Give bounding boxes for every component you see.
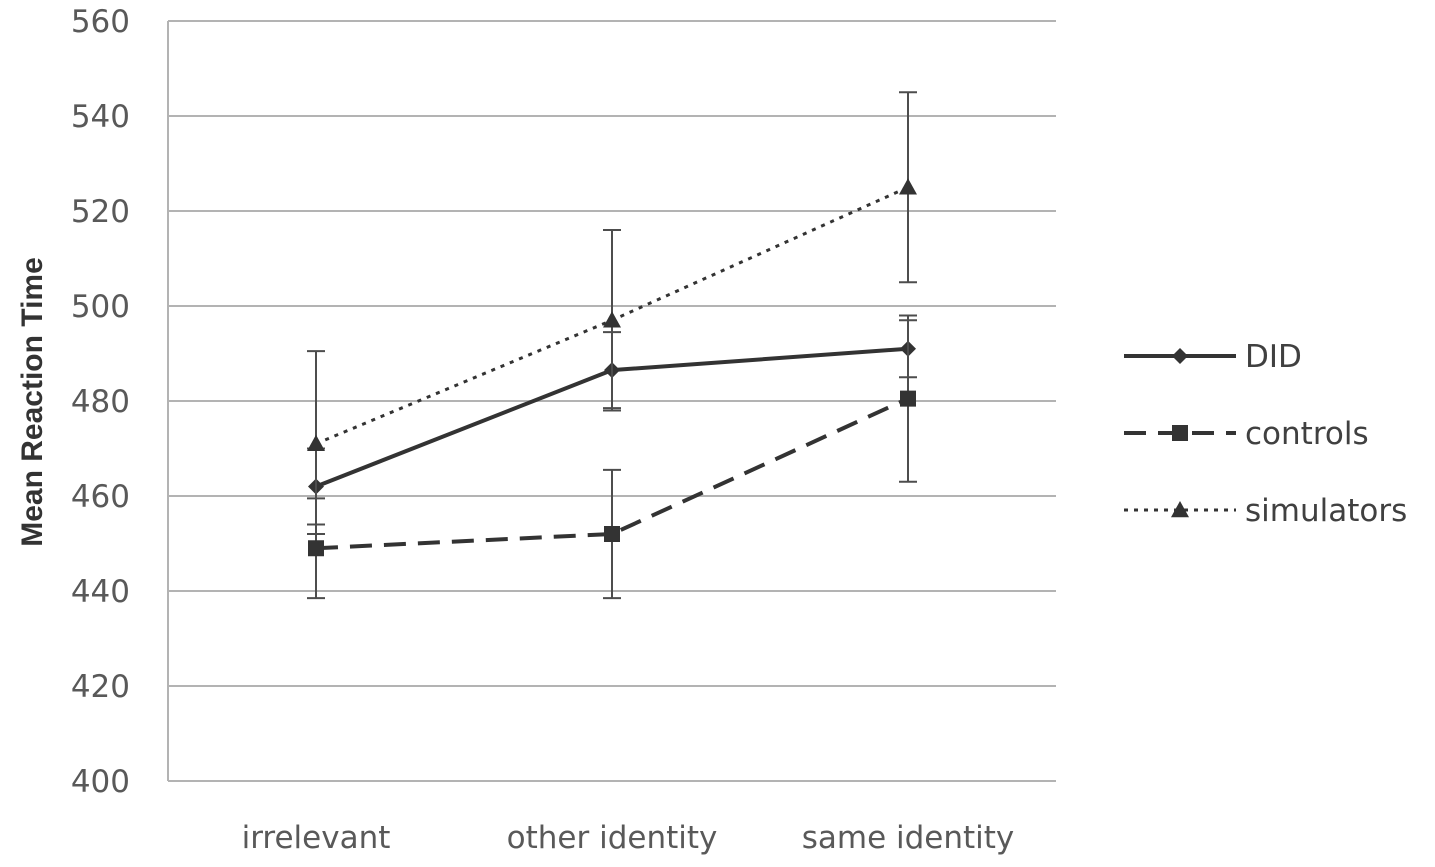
y-tick-label: 400 [71,764,130,800]
y-tick-label: 480 [71,384,130,420]
data-point [899,178,917,195]
legend-label: DID [1245,339,1302,375]
x-tick-label: same identity [802,820,1015,856]
y-tick-label: 500 [71,289,130,325]
legend-item-controls: controls [1124,416,1369,452]
x-tick-label: irrelevant [242,820,391,856]
series-group [307,91,917,600]
y-tick-label: 460 [71,479,130,515]
y-axis-title: Mean Reaction Time [16,257,49,547]
data-point [308,540,324,557]
y-tick-label: 420 [71,669,130,705]
legend-marker [1172,425,1188,441]
data-point [604,526,620,542]
legend-label: simulators [1245,493,1407,529]
y-tick-label: 540 [71,99,130,135]
y-tick-label: 560 [71,4,130,40]
data-point [900,390,916,407]
legend-marker [1172,348,1188,364]
data-point [307,434,325,451]
x-axis-ticks: irrelevant other identity same identity [242,820,1015,856]
x-tick-label: other identity [507,820,718,856]
legend: DID controls simulators [1124,339,1407,529]
legend-item-DID: DID [1124,339,1302,375]
series-controls [307,314,917,600]
y-tick-label: 440 [71,574,130,610]
legend-marker [1171,501,1189,518]
legend-label: controls [1245,416,1369,452]
y-tick-label: 520 [71,194,130,230]
legend-item-simulators: simulators [1124,493,1407,529]
series-line [315,396,909,551]
y-axis-ticks: 400 420 440 460 480 500 520 540 560 [71,4,130,800]
data-point [603,311,621,328]
series-simulators [307,91,917,535]
